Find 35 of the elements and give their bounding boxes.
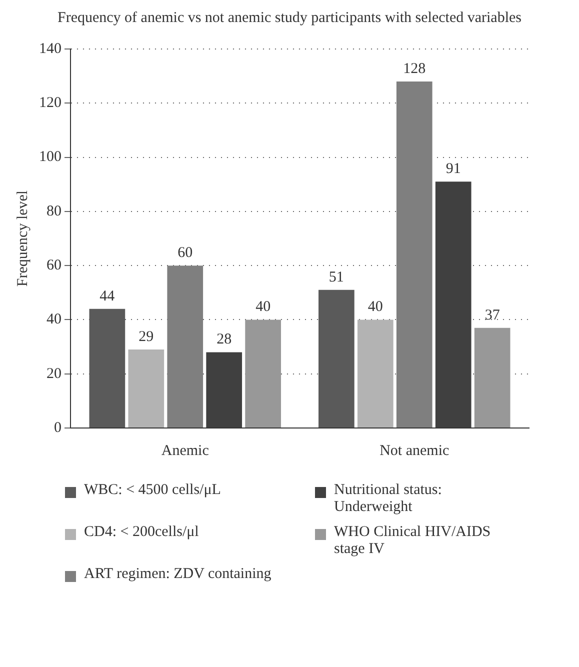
bar [206, 352, 242, 428]
x-tick-label: Anemic [161, 442, 210, 459]
y-tick-label: 120 [39, 95, 62, 112]
data-label: 128 [403, 60, 426, 77]
y-tick-label: 0 [54, 420, 62, 436]
bar [245, 320, 281, 428]
bar [435, 182, 472, 428]
bar [357, 320, 394, 428]
y-tick-label: 100 [39, 149, 62, 166]
x-tick-label: Not anemic [380, 442, 450, 459]
data-label: 91 [446, 161, 461, 178]
data-label: 44 [100, 288, 116, 304]
bar [474, 328, 510, 428]
data-label: 60 [178, 245, 193, 262]
legend-label: WBC: < 4500 cells/μL [84, 482, 221, 499]
y-axis-title: Frequency level [14, 190, 31, 287]
chart-title: Frequency of anemic vs not anemic study participants with selected variables [56, 9, 523, 28]
y-tick-label: 40 [46, 312, 62, 328]
legend-label: CD4: < 200cells/μl [84, 524, 199, 541]
y-tick-label: 80 [46, 203, 62, 220]
data-label: 37 [484, 307, 500, 324]
bar [128, 349, 164, 428]
data-label: 28 [216, 332, 232, 348]
legend-label: Nutritional status: Underweight [334, 482, 443, 516]
data-label: 40 [368, 299, 383, 316]
bar [396, 81, 432, 428]
y-tick-label: 140 [39, 40, 62, 57]
data-label: 29 [138, 328, 154, 345]
y-tick-label: 60 [46, 258, 62, 274]
legend-label: WHO Clinical HIV/AIDS stage IV [334, 524, 492, 558]
data-label: 40 [256, 299, 271, 316]
y-tick-label: 20 [46, 366, 62, 382]
bar [167, 266, 204, 428]
data-label: 51 [328, 269, 344, 286]
legend-label: ART regimen: ZDV containing [84, 566, 272, 583]
